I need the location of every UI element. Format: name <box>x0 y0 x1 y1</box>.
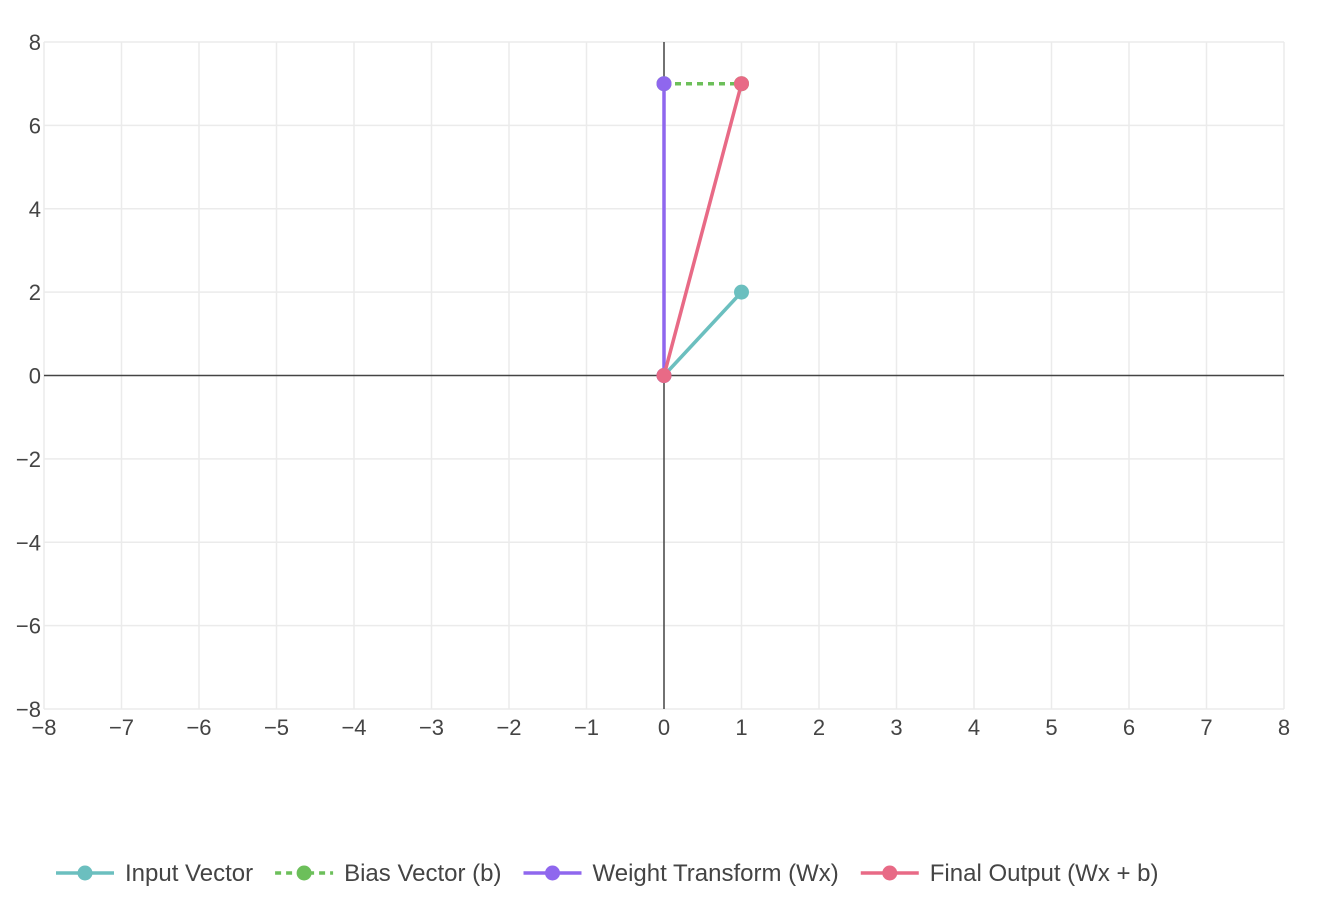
legend-swatch-marker <box>882 865 898 881</box>
y-tick-label: 4 <box>29 197 41 222</box>
series-0 <box>662 290 743 377</box>
legend-swatch-marker <box>296 865 312 881</box>
x-tick-label: 2 <box>813 715 825 740</box>
legend: Input Vector Bias Vector (b) Weight Transf… <box>56 860 1159 887</box>
y-tick-label: −8 <box>16 697 41 722</box>
x-tick-label: 0 <box>658 715 670 740</box>
tick-labels: −8 −7 −6 −5 −4 −3 −2 −1 0 1 2 3 4 5 6 7 8 8 6 4 2 0 −2 −4 −6 −8 <box>16 30 1290 740</box>
x-tick-label: 6 <box>1123 715 1135 740</box>
y-tick-label: 6 <box>29 113 41 138</box>
y-tick-label: 8 <box>29 30 41 55</box>
legend-swatch-marker <box>545 865 560 881</box>
x-tick-label: −4 <box>341 715 366 740</box>
legend-item[interactable]: Weight Transform (Wx) <box>523 860 839 887</box>
y-tick-label: 2 <box>29 280 41 305</box>
x-tick-label: −6 <box>186 715 211 740</box>
x-tick-label: −5 <box>264 715 289 740</box>
x-tick-label: 8 <box>1278 715 1290 740</box>
x-tick-label: 7 <box>1200 715 1212 740</box>
data-point[interactable] <box>656 368 672 383</box>
legend-item[interactable]: Bias Vector (b) <box>275 860 502 887</box>
legend-label: Input Vector <box>125 860 253 887</box>
series-3 <box>662 83 744 376</box>
legend-item[interactable]: Final Output (Wx + b) <box>860 860 1159 887</box>
legend-label: Weight Transform (Wx) <box>593 860 839 887</box>
x-tick-label: −1 <box>574 715 599 740</box>
y-tick-label: 0 <box>29 364 41 389</box>
legend-item[interactable]: Input Vector <box>56 860 253 887</box>
x-tick-label: −7 <box>109 715 134 740</box>
series-line <box>662 83 744 376</box>
x-tick-label: −8 <box>31 715 56 740</box>
series-line <box>662 290 743 377</box>
y-tick-label: −6 <box>16 614 41 639</box>
x-tick-label: 4 <box>968 715 980 740</box>
x-tick-label: −3 <box>419 715 444 740</box>
series <box>656 76 749 383</box>
x-tick-label: 5 <box>1045 715 1057 740</box>
data-point[interactable] <box>656 76 672 92</box>
data-point[interactable] <box>734 284 749 300</box>
legend-swatch-marker <box>77 865 93 881</box>
x-tick-label: 3 <box>890 715 902 740</box>
data-point[interactable] <box>734 76 749 92</box>
y-tick-label: −2 <box>16 447 41 472</box>
legend-label: Final Output (Wx + b) <box>930 860 1159 887</box>
y-tick-label: −4 <box>16 530 41 555</box>
x-tick-label: 1 <box>735 715 747 740</box>
legend-label: Bias Vector (b) <box>344 860 501 887</box>
x-tick-label: −2 <box>496 715 521 740</box>
